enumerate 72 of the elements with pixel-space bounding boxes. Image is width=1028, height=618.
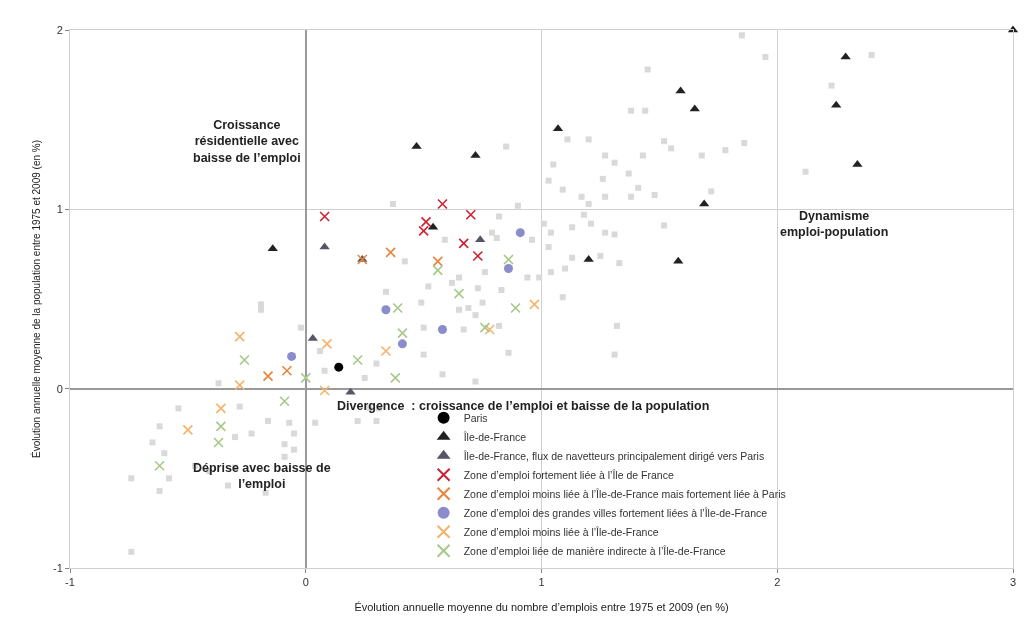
point [397,339,407,349]
x-tick-label: 3 [1009,576,1017,589]
point [381,305,391,315]
point [385,247,396,258]
x-tick-label: 2 [774,576,781,589]
point [840,52,851,60]
point [475,235,486,243]
point [334,362,344,372]
legend-label: Île-de-France [462,430,527,443]
point [319,211,330,222]
point [529,299,540,310]
point [380,345,392,357]
legend-label: Zone d’emploi moins liée à l’Île-de-France mais fortement liée à Paris [463,487,786,500]
point [154,460,165,472]
point [420,216,432,228]
legend-label: Île-de-France, flux de navetteurs principalement dirigé vers Paris [462,449,765,462]
annotation: Divergence : croissance de l’emploi et baisse de la population [337,399,710,413]
point [453,288,465,299]
legend-label: Zone d’emploi moins liée à l’Île-de-France [463,525,659,538]
point [213,437,224,448]
point [279,395,290,407]
annotation: Croissance résidentielle avec baisse de l’emploi [193,118,301,165]
point [479,322,491,333]
point [437,198,448,210]
legend-label: Zone d’emploi fortement liée à l’Île de France [463,468,674,481]
y-tick-label: 2 [56,23,63,36]
y-axis-title: Évolution annuelle moyenne de la population entre 1975 et 2009 (en %) [30,139,42,459]
point [503,254,514,265]
point [281,365,293,377]
point [515,228,525,238]
x-tick-label: 0 [302,576,309,589]
x-axis-title: Évolution annuelle moyenne du nombre d’emplois entre 1975 et 2009 (en %) [354,601,729,613]
x-tick-label: 1 [538,576,545,589]
point [510,302,521,314]
point [262,370,274,382]
point [458,238,469,249]
y-tick-label: 0 [56,382,63,395]
point [267,244,278,252]
point [673,256,684,264]
annotation: Déprise avec baisse de l’emploi [193,461,331,492]
point [300,372,312,384]
point [418,225,429,237]
point [689,104,700,112]
annotation: Dynamisme emploi-population [780,209,889,240]
point [345,387,356,395]
legend-label: Zone d’emploi des grandes villes fortement liées à l’Île-de-France [463,506,768,519]
y-tick-label: 1 [56,203,63,216]
point [287,351,297,361]
point [484,324,495,335]
point [504,264,513,274]
point [215,403,227,414]
point [472,250,484,262]
point [234,379,246,391]
point [437,324,447,334]
point [465,209,477,221]
legend-label: Paris [463,411,488,424]
point [321,338,333,350]
point [239,354,250,366]
point [432,256,444,267]
point [319,385,330,396]
point [234,331,246,342]
point [182,424,194,436]
point [352,354,363,366]
point [675,86,686,94]
legend-label: Zone d’emploi liée de manière indirecte à l’Île-de-France [463,544,726,557]
x-tick-label: -1 [65,576,75,589]
point [390,372,401,384]
point [397,327,408,339]
y-tick-label: -1 [53,561,63,574]
point [432,265,444,276]
point [215,421,227,432]
point [392,302,403,314]
